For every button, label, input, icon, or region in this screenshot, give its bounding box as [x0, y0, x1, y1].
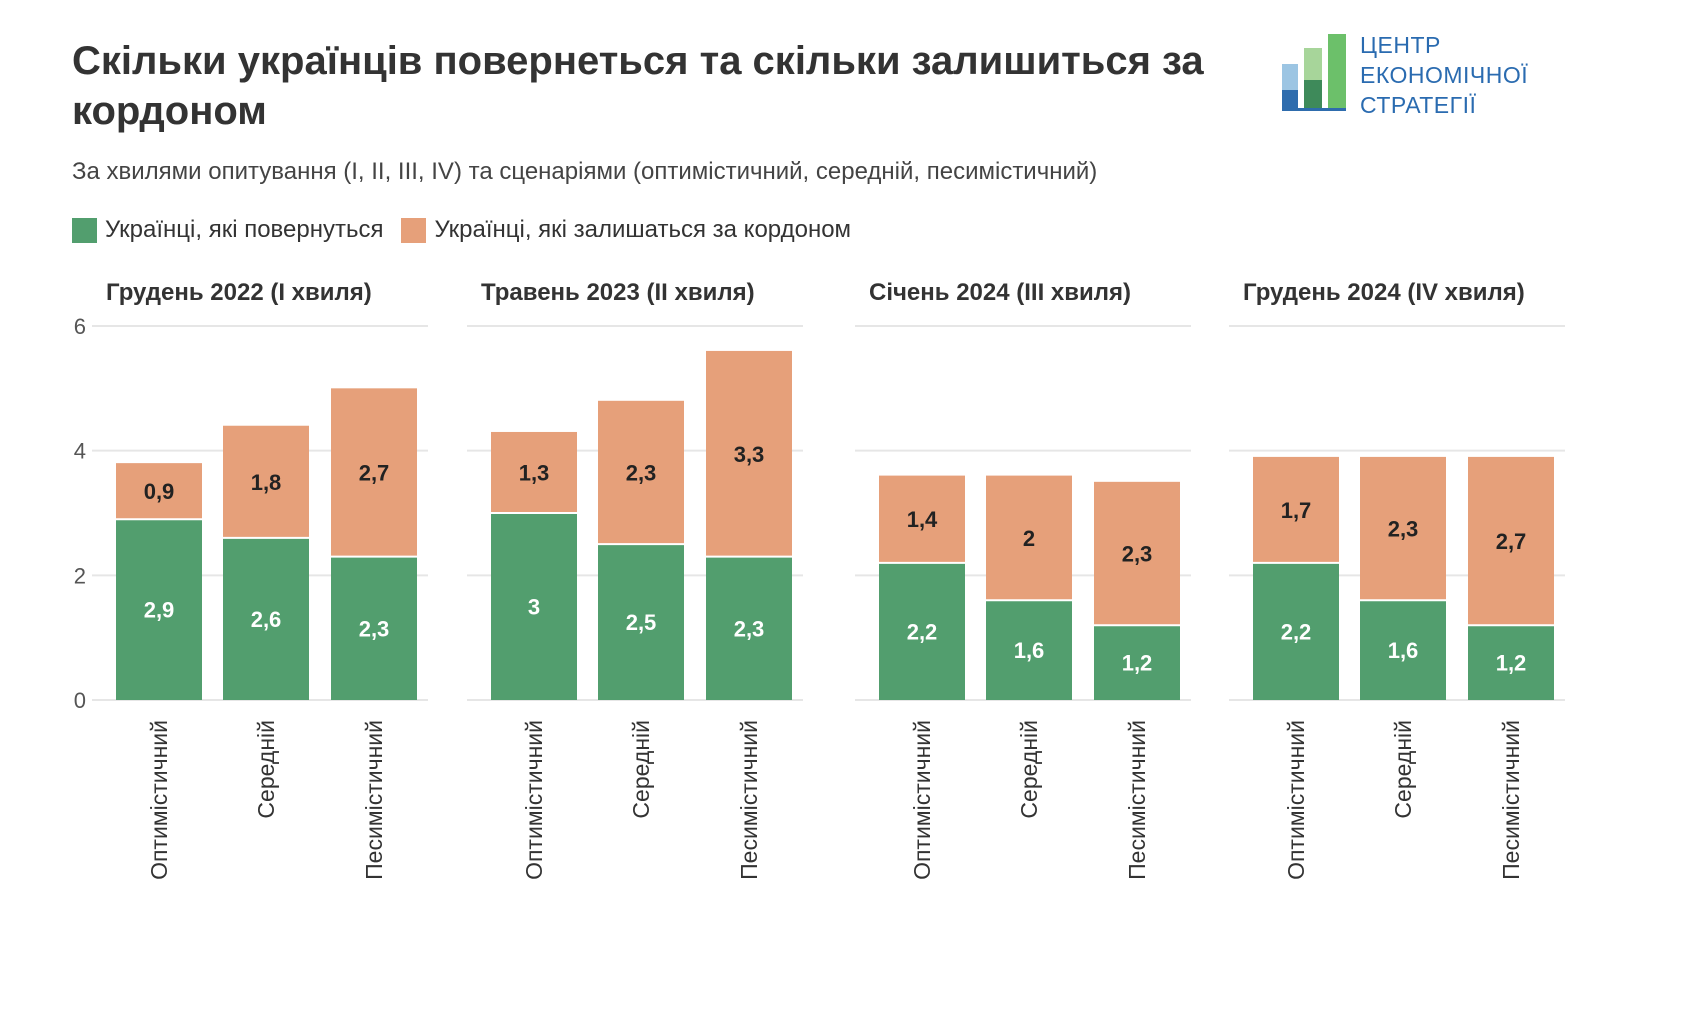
bar-stay [986, 475, 1072, 601]
logo-bars-icon [1282, 34, 1346, 111]
bar-return [116, 519, 202, 700]
data-label-stay: 1,8 [251, 470, 282, 495]
data-label-return: 3 [528, 595, 540, 620]
chart-subtitle: За хвилями опитування (I, II, III, IV) т… [72, 158, 1098, 185]
panel-title: Грудень 2024 (IV хвиля) [1243, 279, 1525, 306]
bar-stay [1253, 456, 1339, 563]
bar-stay [706, 350, 792, 557]
y-tick-label: 4 [74, 439, 86, 464]
y-tick-label: 6 [74, 314, 86, 339]
data-label-return: 2,6 [251, 607, 282, 632]
data-label-stay: 2 [1023, 526, 1035, 551]
x-tick-label: Середній [1016, 720, 1042, 819]
data-label-stay: 1,3 [519, 460, 550, 485]
bar-stay [223, 425, 309, 538]
legend-label-stay: Українці, які залишаться за кордоном [434, 216, 852, 243]
x-tick-label: Оптимістичний [909, 720, 935, 880]
data-label-stay: 0,9 [144, 479, 175, 504]
legend-swatch-stay [401, 217, 427, 243]
data-label-return: 1,2 [1496, 651, 1527, 676]
bar-stay [491, 431, 577, 513]
bar-return [986, 600, 1072, 700]
x-tick-label: Середній [253, 720, 279, 819]
x-tick-label: Песимістичний [736, 720, 762, 880]
x-tick-label: Оптимістичний [521, 720, 547, 880]
bar-return [1094, 625, 1180, 700]
bar-stay [1360, 456, 1446, 601]
bar-return [331, 556, 417, 700]
data-label-stay: 1,7 [1281, 498, 1312, 523]
x-tick-label: Середній [628, 720, 654, 819]
data-label-stay: 1,4 [907, 507, 938, 532]
data-label-return: 2,3 [359, 616, 390, 641]
x-tick-label: Середній [1390, 720, 1416, 819]
data-label-return: 2,9 [144, 598, 175, 623]
data-label-return: 1,2 [1122, 651, 1153, 676]
legend: Українці, які повернуться Українці, які … [72, 216, 851, 244]
bar-return [1253, 562, 1339, 700]
y-tick-label: 0 [74, 688, 86, 713]
x-tick-label: Песимістичний [1498, 720, 1524, 880]
bar-return [1360, 600, 1446, 700]
panel-title: Грудень 2022 (I хвиля) [106, 279, 372, 306]
legend-item-stay: Українці, які залишаться за кордоном [401, 216, 851, 244]
bar-stay [1094, 481, 1180, 626]
legend-swatch-return [72, 217, 97, 243]
bar-return [706, 556, 792, 700]
bar-stay [879, 475, 965, 563]
bar-return [491, 513, 577, 700]
legend-item-return: Українці, які повернуться [72, 216, 383, 244]
x-tick-label: Оптимістичний [1283, 720, 1309, 880]
legend-label-return: Українці, які повернуться [105, 216, 384, 243]
data-label-stay: 2,3 [1388, 517, 1419, 542]
x-tick-label: Оптимістичний [146, 720, 172, 880]
stacked-bar-chart: 0 2 4 6 Грудень 2022 (I хвиля) 2,9 0,9 Оптиміст… [74, 279, 1565, 880]
data-label-return: 2,3 [734, 616, 765, 641]
bar-return [879, 562, 965, 700]
bar-return [598, 544, 684, 700]
bar-stay [331, 388, 417, 557]
bar-stay [116, 463, 202, 520]
data-label-stay: 2,3 [626, 460, 657, 485]
data-label-return: 2,5 [626, 610, 657, 635]
data-label-stay: 2,7 [359, 460, 390, 485]
logo-text-line: ЦЕНТР [1360, 32, 1441, 58]
data-label-stay: 2,3 [1122, 542, 1153, 567]
logo: ЦЕНТР ЕКОНОМІЧНОЇ СТРАТЕГІЇ [1282, 30, 1552, 120]
bar-stay [1468, 456, 1554, 626]
data-label-return: 1,6 [1388, 638, 1419, 663]
data-label-return: 2,2 [907, 619, 938, 644]
bar-return [1468, 625, 1554, 700]
chart-title: Скільки українців повернеться та скільки… [72, 39, 1204, 133]
logo-text-line: ЕКОНОМІЧНОЇ [1360, 62, 1529, 88]
y-tick-label: 2 [74, 563, 86, 588]
data-label-return: 2,2 [1281, 619, 1312, 644]
data-label-stay: 3,3 [734, 442, 765, 467]
data-label-return: 1,6 [1014, 638, 1045, 663]
bar-stay [598, 400, 684, 545]
x-tick-label: Песимістичний [361, 720, 387, 880]
panel-title: Січень 2024 (III хвиля) [869, 279, 1131, 306]
panel-title: Травень 2023 (II хвиля) [481, 279, 755, 306]
x-tick-label: Песимістичний [1124, 720, 1150, 880]
logo-text-line: СТРАТЕГІЇ [1360, 92, 1477, 118]
bar-return [223, 537, 309, 700]
data-label-stay: 2,7 [1496, 529, 1527, 554]
